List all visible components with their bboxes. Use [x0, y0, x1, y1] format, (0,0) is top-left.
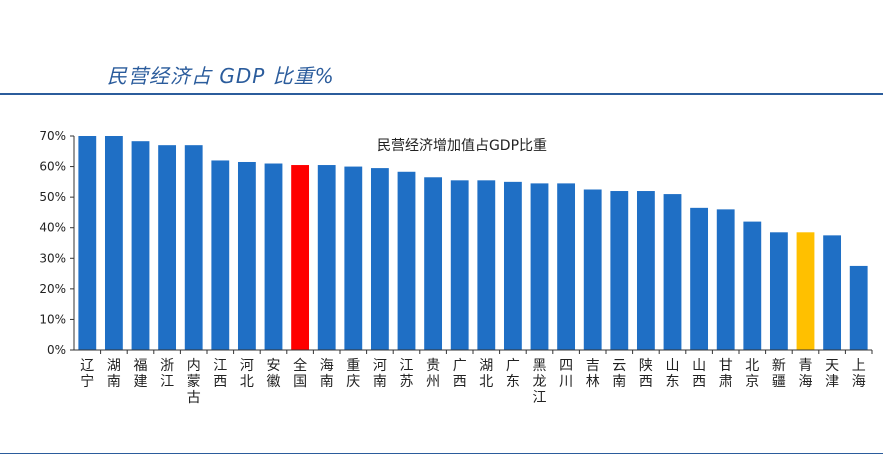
bar — [78, 136, 97, 350]
x-tick-label: 青海 — [799, 358, 813, 390]
bar — [237, 161, 256, 350]
bar — [610, 191, 629, 350]
bar — [849, 265, 868, 350]
bars — [78, 136, 868, 350]
x-tick-label: 陕西 — [639, 358, 653, 390]
y-tick-label: 20% — [39, 282, 66, 296]
bar — [397, 171, 416, 350]
footer-divider — [0, 453, 883, 454]
bar — [636, 191, 655, 350]
chart-title: 民营经济增加值占GDP比重 — [377, 138, 547, 154]
bar — [184, 145, 203, 350]
y-tick-label: 70% — [39, 129, 66, 143]
x-tick-label: 天津 — [825, 358, 839, 390]
bar — [743, 221, 762, 350]
x-tick-label: 贵州 — [426, 358, 440, 390]
bar — [131, 141, 150, 350]
x-tick-label: 河北 — [240, 358, 254, 390]
x-tick-label: 山东 — [666, 358, 680, 390]
y-tick-label: 50% — [39, 190, 66, 204]
x-tick-label: 云南 — [612, 358, 626, 390]
x-tick-label: 四川 — [559, 358, 573, 390]
bar — [716, 209, 735, 350]
title-divider — [0, 93, 883, 95]
bar — [264, 163, 283, 350]
bar — [291, 165, 310, 350]
x-tick-label: 内蒙古 — [187, 358, 201, 406]
bar — [450, 180, 469, 350]
x-tick-label: 上海 — [852, 358, 866, 390]
x-tick-label: 吉林 — [586, 358, 600, 390]
bar — [317, 165, 336, 350]
bar — [104, 136, 123, 350]
bar — [663, 194, 682, 350]
x-tick-label: 全国 — [293, 357, 307, 390]
x-tick-label: 甘肃 — [719, 358, 733, 390]
x-tick-label: 重庆 — [346, 358, 360, 390]
bar — [557, 183, 576, 350]
bar — [424, 177, 443, 350]
bar — [158, 145, 177, 350]
x-tick-label: 江苏 — [400, 358, 414, 390]
x-tick-label: 河南 — [373, 358, 387, 390]
bar — [477, 180, 496, 350]
x-tick-label: 浙江 — [160, 358, 174, 390]
x-tick-label: 安徽 — [267, 358, 281, 390]
x-tick-label: 湖南 — [107, 358, 121, 390]
bar — [583, 189, 602, 350]
x-tick-label: 江西 — [213, 358, 227, 390]
bar — [690, 207, 709, 350]
y-tick-label: 40% — [39, 221, 66, 235]
bar — [769, 232, 788, 350]
x-tick-label: 山西 — [692, 358, 706, 390]
y-tick-label: 30% — [39, 251, 66, 265]
bar — [530, 183, 549, 350]
y-axis: 0% 10% 20% 30% 40% 50% 60% 70% — [39, 129, 75, 357]
page-title: 民营经济占 GDP 比重% — [107, 64, 335, 88]
y-tick-label: 0% — [47, 343, 66, 357]
x-axis: 辽宁湖南福建浙江内蒙古江西河北安徽全国海南重庆河南江苏贵州广西湖北广东黑龙江四川… — [74, 349, 873, 406]
x-tick-label: 辽宁 — [80, 358, 94, 390]
y-tick-label: 10% — [39, 312, 66, 326]
bar — [370, 168, 389, 350]
bar — [796, 232, 815, 350]
x-tick-label: 新疆 — [772, 358, 786, 390]
x-tick-label: 广东 — [506, 358, 520, 390]
x-tick-label: 海南 — [320, 358, 334, 390]
x-tick-label: 福建 — [134, 358, 148, 390]
bar — [503, 181, 522, 350]
bar — [823, 235, 842, 350]
x-tick-label: 北京 — [745, 358, 759, 390]
bar — [211, 160, 230, 350]
x-tick-label: 湖北 — [479, 358, 493, 390]
x-tick-label: 广西 — [453, 358, 467, 390]
bar — [344, 166, 363, 350]
x-tick-label: 黑龙江 — [533, 358, 547, 406]
y-tick-label: 60% — [39, 160, 66, 174]
